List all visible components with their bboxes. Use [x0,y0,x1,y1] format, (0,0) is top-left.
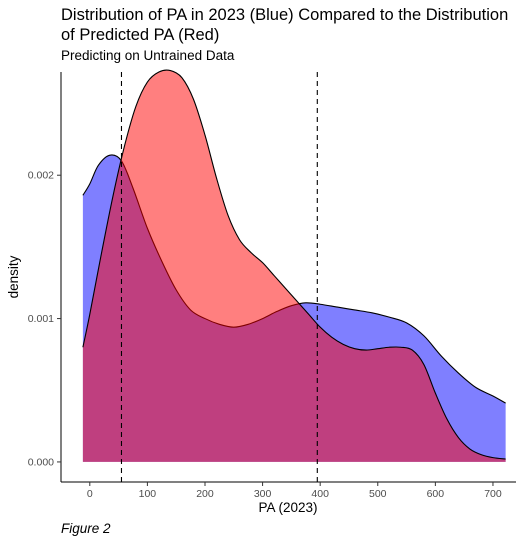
y-tick-label: 0.002 [28,170,54,182]
x-axis-label: PA (2023) [258,500,317,515]
y-axis-ticks: 0.000 0.001 0.002 [28,170,61,468]
y-tick-label: 0.001 [28,313,54,325]
x-tick-label: 300 [254,488,272,500]
figure-caption: Figure 2 [61,521,111,536]
x-tick-label: 400 [311,488,329,500]
density-outline-2 [82,69,506,460]
chart-subtitle: Predicting on Untrained Data [61,48,235,63]
y-tick-label: 0.000 [28,456,54,468]
x-tick-label: 700 [484,488,502,500]
y-axis-label: density [6,255,21,298]
x-axis-ticks: 0 100 200 300 400 500 600 700 [87,482,502,500]
x-tick-label: 100 [139,488,157,500]
x-tick-label: 500 [369,488,387,500]
chart-title: Distribution of PA in 2023 (Blue) Compar… [61,6,509,44]
density-area-2 [82,70,506,462]
x-tick-label: 0 [87,488,93,500]
series-layer [82,69,506,462]
x-tick-label: 200 [196,488,214,500]
x-tick-label: 600 [427,488,445,500]
